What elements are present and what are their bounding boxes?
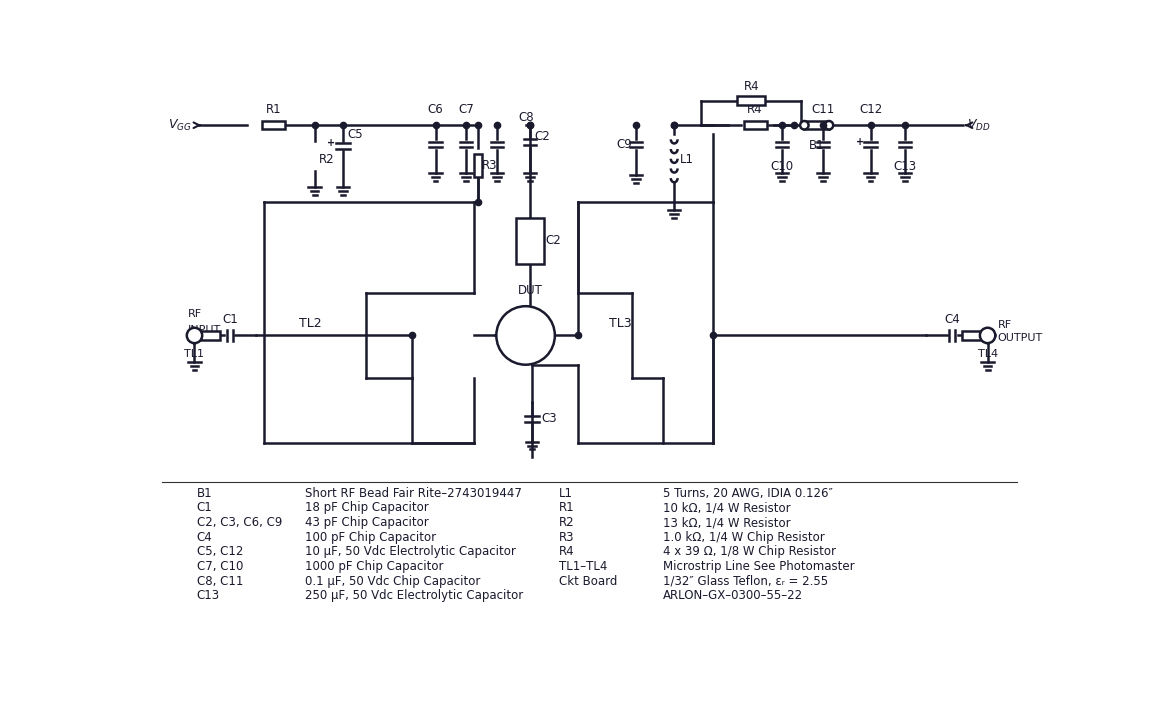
Bar [517, 218, 544, 264]
Text: C8: C8 [519, 111, 534, 124]
Text: 43 pF Chip Capacitor: 43 pF Chip Capacitor [305, 516, 428, 529]
Text: R4: R4 [747, 103, 763, 116]
Text: TL3: TL3 [609, 317, 632, 329]
Text: 1.0 kΩ, 1/4 W Chip Resistor: 1.0 kΩ, 1/4 W Chip Resistor [663, 530, 824, 544]
Text: DUT: DUT [518, 284, 543, 297]
Text: ARLON–GX–0300–55–22: ARLON–GX–0300–55–22 [663, 589, 802, 602]
Text: Short RF Bead Fair Rite–2743019447: Short RF Bead Fair Rite–2743019447 [305, 487, 521, 500]
Bar [473, 154, 482, 177]
Circle shape [186, 328, 203, 343]
Text: Microstrip Line See Photomaster: Microstrip Line See Photomaster [663, 560, 854, 573]
Text: 100 pF Chip Capacitor: 100 pF Chip Capacitor [305, 530, 436, 544]
Text: C4: C4 [197, 530, 213, 544]
Text: C3: C3 [541, 412, 557, 425]
Text: V$_{GG}$: V$_{GG}$ [168, 118, 191, 133]
Text: 10 μF, 50 Vdc Electrolytic Capacitor: 10 μF, 50 Vdc Electrolytic Capacitor [305, 545, 516, 558]
Bar [200, 331, 220, 340]
Text: 10 kΩ, 1/4 W Resistor: 10 kΩ, 1/4 W Resistor [663, 501, 791, 515]
Text: C1: C1 [222, 313, 238, 326]
Text: C10: C10 [770, 160, 793, 173]
Text: C5, C12: C5, C12 [197, 545, 243, 558]
Text: Ckt Board: Ckt Board [558, 574, 617, 588]
Text: R4: R4 [558, 545, 574, 558]
Text: 13 kΩ, 1/4 W Resistor: 13 kΩ, 1/4 W Resistor [663, 516, 791, 529]
Text: V$_{DD}$: V$_{DD}$ [967, 118, 991, 133]
Text: TL2: TL2 [298, 317, 321, 329]
Text: R3: R3 [558, 530, 574, 544]
Ellipse shape [825, 121, 833, 129]
Circle shape [980, 328, 996, 343]
Text: TL4: TL4 [977, 349, 998, 359]
Text: C8, C11: C8, C11 [197, 574, 243, 588]
Circle shape [496, 306, 555, 365]
Text: +: + [855, 137, 864, 147]
Text: RF: RF [998, 320, 1012, 330]
Bar [738, 96, 765, 105]
Text: 5 Turns, 20 AWG, IDIA 0.126″: 5 Turns, 20 AWG, IDIA 0.126″ [663, 487, 832, 500]
Bar [805, 121, 829, 129]
Bar [962, 331, 982, 340]
Text: 18 pF Chip Capacitor: 18 pF Chip Capacitor [305, 501, 428, 515]
Text: 1/32″ Glass Teflon, εᵣ = 2.55: 1/32″ Glass Teflon, εᵣ = 2.55 [663, 574, 828, 588]
Text: C4: C4 [944, 313, 960, 326]
Text: 0.1 μF, 50 Vdc Chip Capacitor: 0.1 μF, 50 Vdc Chip Capacitor [305, 574, 480, 588]
Text: R1: R1 [558, 501, 574, 515]
Text: R4: R4 [744, 80, 759, 93]
Text: B1: B1 [809, 139, 824, 152]
Ellipse shape [800, 121, 808, 129]
Text: C9: C9 [616, 138, 632, 151]
Text: R2: R2 [558, 516, 574, 529]
Text: L1: L1 [680, 153, 694, 166]
Text: INPUT: INPUT [189, 325, 222, 335]
Text: C2: C2 [534, 131, 550, 143]
Text: C6: C6 [428, 103, 443, 116]
Text: C7, C10: C7, C10 [197, 560, 243, 573]
Text: R1: R1 [266, 103, 282, 116]
Text: RF: RF [189, 309, 203, 319]
Bar [262, 121, 285, 129]
Text: B1: B1 [197, 487, 213, 500]
Text: C1: C1 [197, 501, 213, 515]
Text: 250 μF, 50 Vdc Electrolytic Capacitor: 250 μF, 50 Vdc Electrolytic Capacitor [305, 589, 523, 602]
Text: 4 x 39 Ω, 1/8 W Chip Resistor: 4 x 39 Ω, 1/8 W Chip Resistor [663, 545, 836, 558]
Text: +: + [328, 138, 336, 148]
Bar [744, 121, 767, 129]
Text: C13: C13 [197, 589, 220, 602]
Text: R3: R3 [482, 159, 497, 172]
Text: OUTPUT: OUTPUT [998, 333, 1043, 343]
Text: TL1–TL4: TL1–TL4 [558, 560, 607, 573]
Text: C2, C3, C6, C9: C2, C3, C6, C9 [197, 516, 282, 529]
Text: C12: C12 [859, 103, 882, 116]
Text: R2: R2 [319, 153, 334, 165]
Text: L1: L1 [558, 487, 573, 500]
Text: 1000 pF Chip Capacitor: 1000 pF Chip Capacitor [305, 560, 443, 573]
Text: TL1: TL1 [184, 349, 205, 359]
Text: C7: C7 [458, 103, 474, 116]
Text: C11: C11 [811, 103, 834, 116]
Text: C2: C2 [546, 234, 562, 247]
Text: C13: C13 [893, 160, 916, 173]
Text: C5: C5 [346, 128, 363, 141]
